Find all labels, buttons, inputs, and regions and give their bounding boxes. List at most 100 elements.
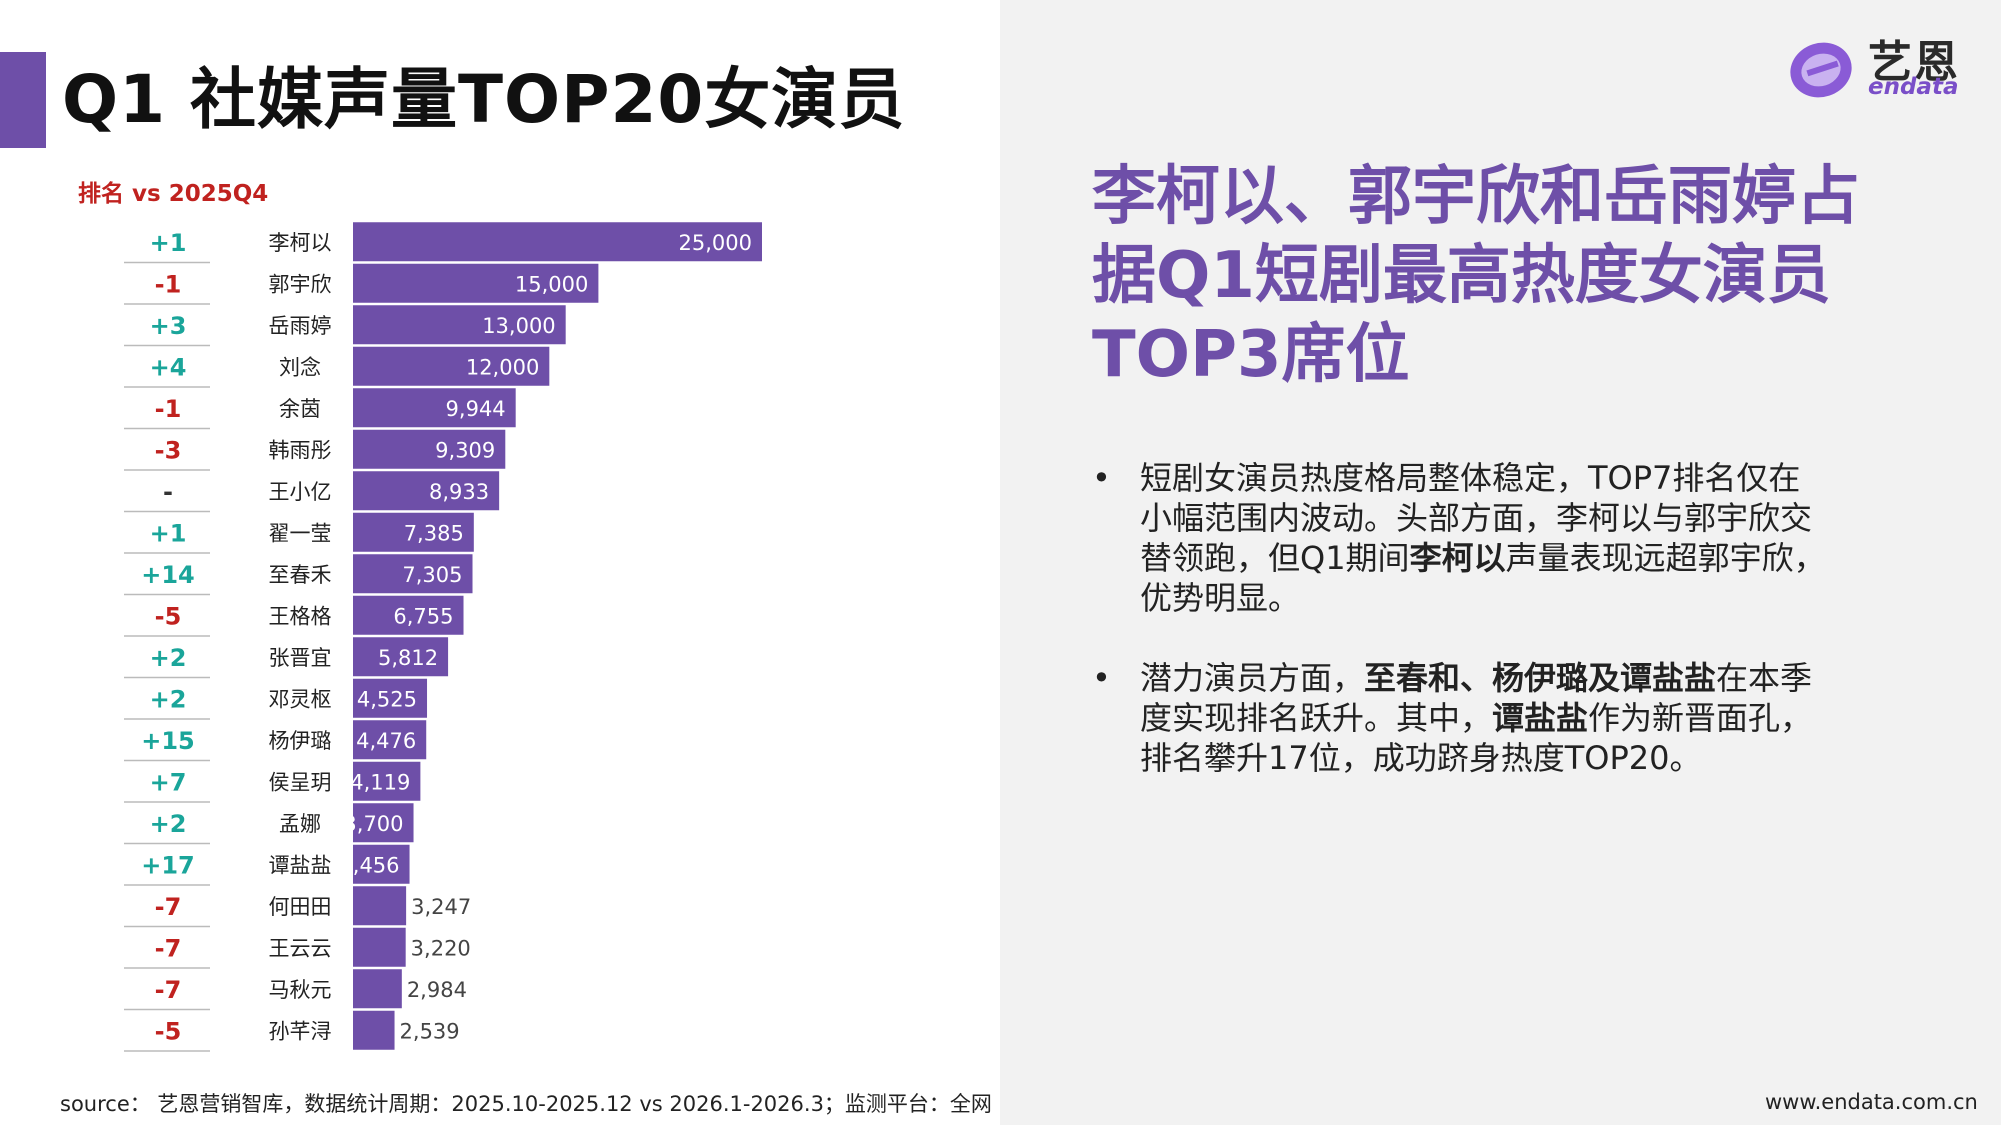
value-label: 4,119 [350, 770, 410, 794]
actress-name: 侯呈玥 [269, 770, 332, 794]
logo-text-en: endata [1868, 74, 1959, 100]
rank-change: -3 [155, 436, 182, 464]
bullet-2-bold-b: 谭盐盐 [1492, 699, 1589, 737]
value-label: 8,933 [429, 480, 489, 504]
rank-change: +1 [150, 229, 187, 257]
title-accent-bar [0, 52, 46, 148]
actress-name: 刘念 [279, 355, 321, 379]
bullet-1: • 短剧女演员热度格局整体稳定，TOP7排名仅在小幅范围内波动。头部方面，李柯以与… [1092, 458, 1832, 618]
value-label: 2,539 [400, 1019, 460, 1043]
value-label: 5,812 [378, 646, 438, 670]
actress-name: 余茵 [279, 397, 321, 421]
bullet-dot: • [1092, 659, 1111, 697]
actress-name: 岳雨婷 [269, 314, 332, 338]
value-label: 4,525 [357, 687, 417, 711]
bullet-1-bold-a: 李柯以 [1409, 539, 1506, 577]
value-label: 4,476 [356, 729, 416, 753]
rank-change: -7 [155, 893, 182, 921]
value-label: 25,000 [679, 231, 752, 255]
bar [353, 678, 428, 718]
value-label: 9,309 [435, 438, 495, 462]
bar [353, 512, 474, 552]
value-label: 6,755 [393, 604, 453, 628]
rank-change: +17 [141, 851, 195, 879]
bar [353, 844, 410, 884]
bar [353, 471, 500, 511]
bullet-2-text-b: 在本季度实现排名跃升。其中， [1140, 659, 1813, 737]
rank-change: -5 [155, 602, 182, 630]
actress-name: 孟娜 [279, 812, 321, 836]
bullet-1-text-a: 短剧女演员热度格局整体稳定，TOP7排名仅在小幅范围内波动。头部方面，李柯以与郭… [1140, 459, 1813, 577]
bar-chart: +1 李柯以 25,000 -1 郭宇欣 15,000 +3 岳雨婷 13,000 +4 刘念 12,… [124, 222, 762, 1052]
actress-name: 邓灵枢 [269, 687, 332, 711]
value-label: 9,944 [446, 397, 506, 421]
logo-text-cn: 艺恩 [1868, 37, 1960, 88]
actress-name: 王小亿 [269, 480, 332, 504]
actress-name: 孙芊浔 [269, 1019, 332, 1043]
actress-name: 王格格 [269, 604, 332, 628]
value-label: 3,247 [411, 895, 471, 919]
rank-change: +7 [150, 768, 187, 796]
actress-name: 郭宇欣 [269, 272, 332, 296]
value-label: 3,220 [411, 936, 471, 960]
bar [353, 1010, 395, 1050]
rank-change: +2 [150, 644, 187, 672]
rank-change: -7 [155, 934, 182, 962]
rank-change: +14 [141, 561, 195, 589]
bar [353, 803, 414, 843]
bar [353, 595, 464, 635]
bullet-dot: • [1092, 459, 1111, 497]
right-panel [1000, 0, 2001, 1125]
headline: 李柯以、郭宇欣和岳雨婷占据Q1短剧最高热度女演员TOP3席位 [1092, 160, 1860, 392]
actress-name: 马秋元 [269, 978, 332, 1002]
actress-name: 翟一莹 [269, 521, 332, 545]
source-note: source： 艺恩营销智库，数据统计周期：2025.10-2025.12 vs… [60, 1092, 992, 1116]
bar [353, 969, 402, 1009]
bar [353, 637, 449, 677]
bar [353, 554, 473, 594]
bar [353, 388, 516, 428]
rank-change: -7 [155, 976, 182, 1004]
rank-change: +15 [141, 727, 195, 755]
rank-change: +2 [150, 810, 187, 838]
rank-change: -1 [155, 270, 182, 298]
actress-name: 李柯以 [269, 231, 332, 255]
bullet-2: • 潜力演员方面，至春和、杨伊璐及谭盐盐在本季度实现排名跃升。其中，谭盐盐作为新晋… [1092, 658, 1832, 778]
value-label: 12,000 [466, 355, 539, 379]
bullet-2-text-c: 作为新晋面孔，排名攀升17位，成功跻身热度TOP20。 [1140, 699, 1813, 777]
rank-change: - [163, 478, 173, 506]
bullet-1-text-b: 声量表现远超郭宇欣，优势明显。 [1140, 539, 1826, 617]
actress-name: 杨伊璐 [269, 729, 332, 753]
bar [353, 761, 421, 801]
bar [353, 886, 407, 926]
bar [353, 305, 566, 345]
rank-change: -1 [155, 395, 182, 423]
bar [353, 263, 599, 303]
rank-change-label: 排名 vs 2025Q4 [78, 181, 269, 207]
actress-name: 韩雨彤 [269, 438, 332, 462]
value-label: 7,305 [402, 563, 462, 587]
actress-name: 谭盐盐 [269, 853, 332, 877]
value-label: 15,000 [515, 272, 588, 296]
website-url: www.endata.com.cn [1765, 1090, 1978, 1114]
rank-change: +4 [150, 353, 187, 381]
actress-name: 张晋宜 [269, 646, 332, 670]
actress-name: 何田田 [269, 895, 332, 919]
bullet-2-text-a: 潜力演员方面， [1140, 659, 1365, 697]
endata-logo-icon [1790, 42, 1852, 98]
rank-change: +1 [150, 519, 187, 547]
bullet-list: • 短剧女演员热度格局整体稳定，TOP7排名仅在小幅范围内波动。头部方面，李柯以与… [1092, 458, 1832, 818]
value-label: 2,984 [407, 978, 467, 1002]
rank-change: +2 [150, 685, 187, 713]
bullet-2-bold-a: 至春和、杨伊璐及谭盐盐 [1364, 659, 1717, 697]
bar [353, 927, 406, 967]
actress-name: 至春禾 [269, 563, 332, 587]
value-label: 13,000 [482, 314, 555, 338]
rank-change: -5 [155, 1017, 182, 1045]
value-label: 7,385 [404, 521, 464, 545]
bar [353, 429, 506, 469]
page-title: Q1 社媒声量TOP20女演员 [62, 61, 906, 138]
bar [353, 222, 762, 262]
bar [353, 720, 427, 760]
value-label: 3,456 [339, 853, 399, 877]
